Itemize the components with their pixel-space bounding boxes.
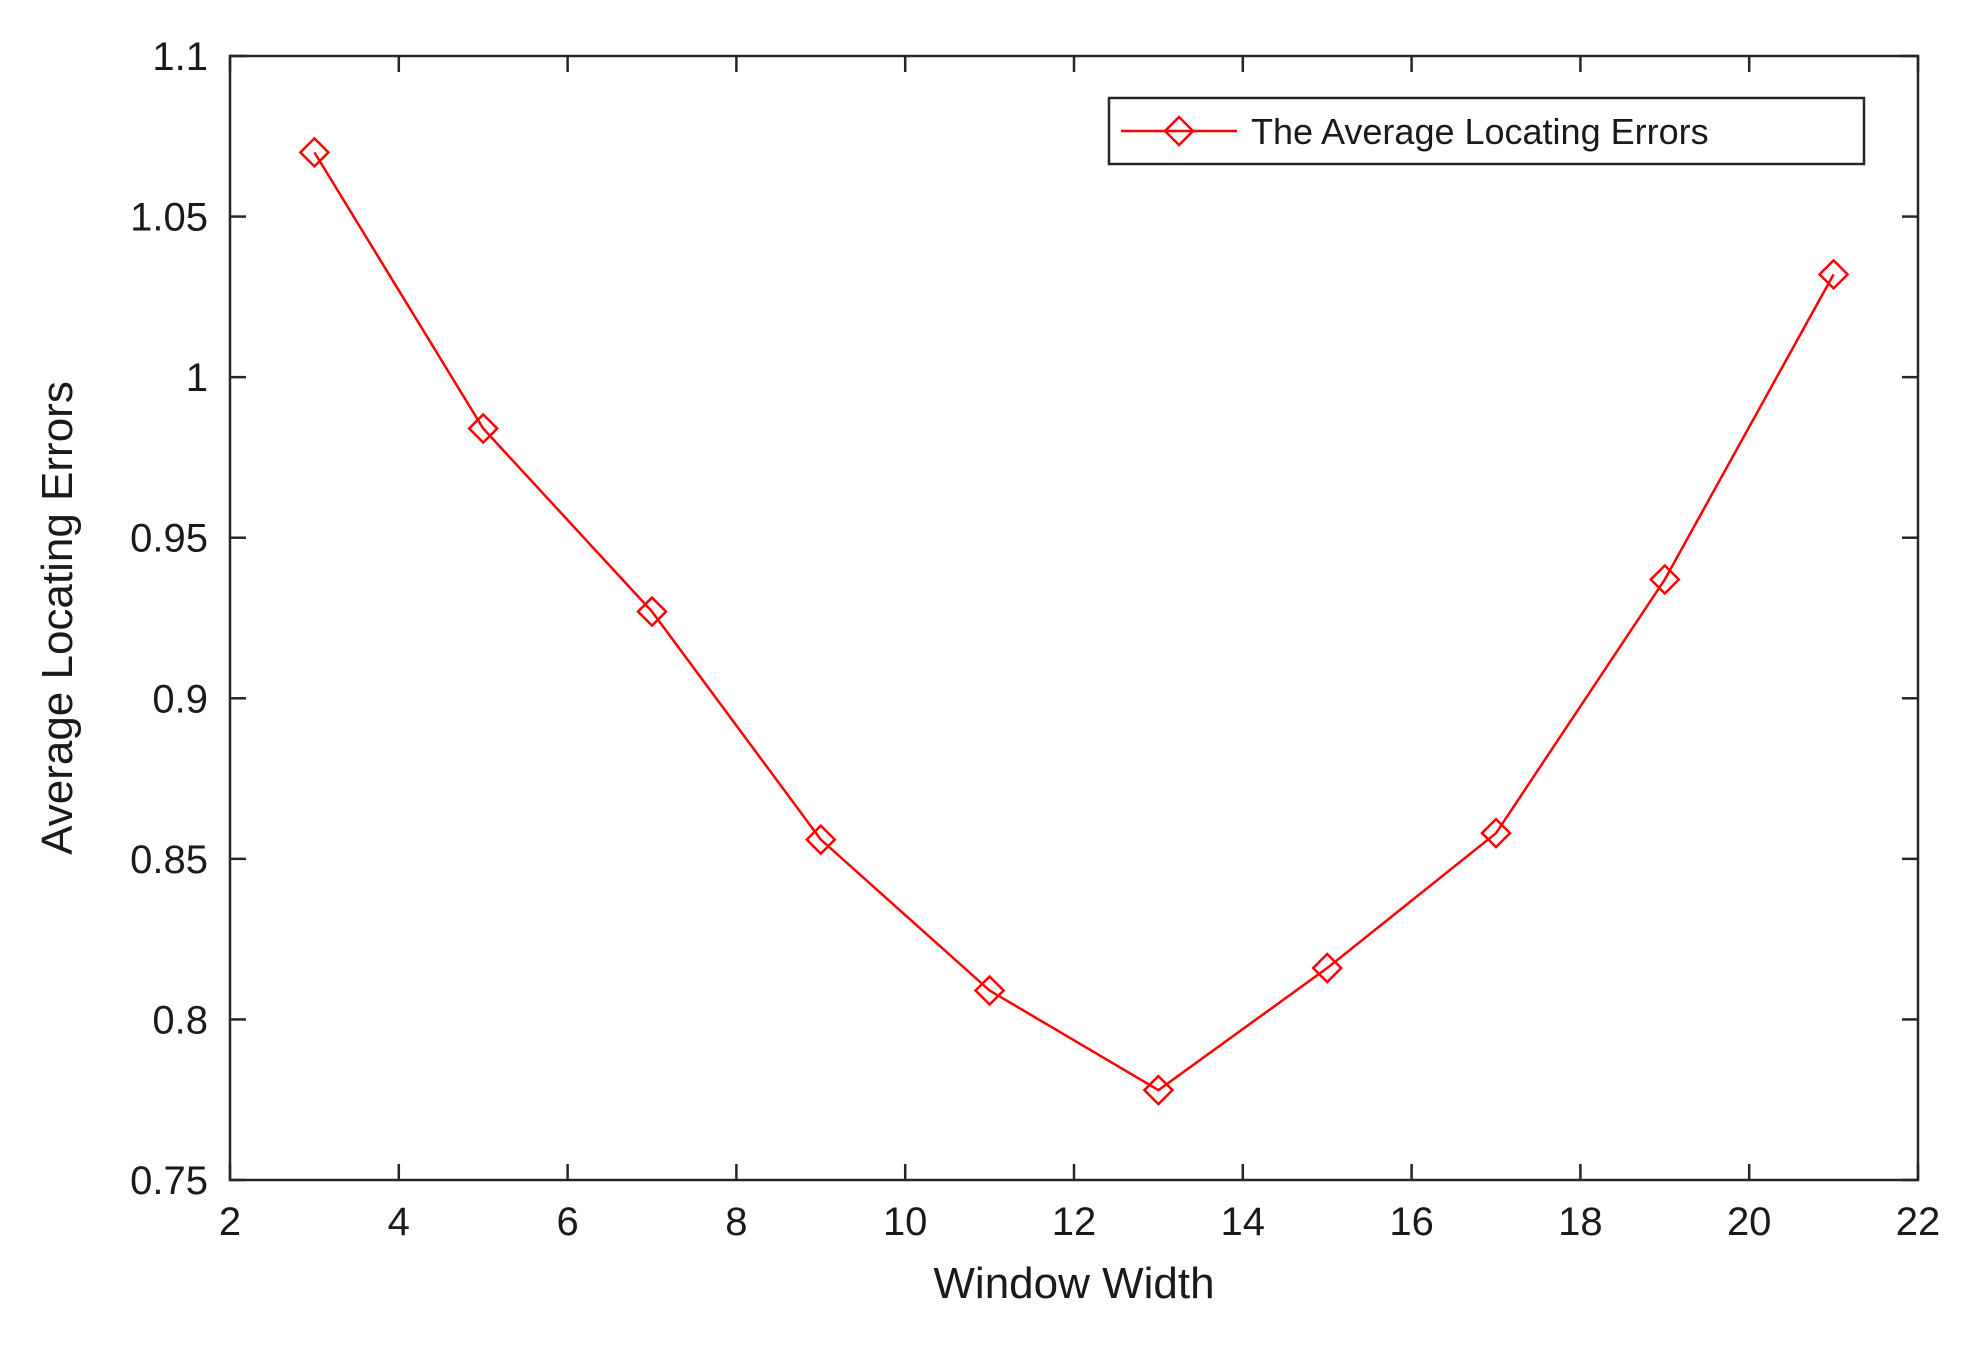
y-tick-label: 1.05	[130, 196, 208, 240]
y-tick-label: 1	[186, 356, 208, 400]
x-axis-ticks: 2 4 6 8 10 12 14 16 18 20 22	[219, 56, 1940, 1244]
series-layer	[298, 136, 1850, 1106]
x-tick-label: 6	[556, 1200, 578, 1244]
data-point-marker	[973, 974, 1006, 1007]
y-tick-label: 1.1	[152, 35, 208, 79]
x-axis-label: Window Width	[933, 1259, 1214, 1308]
data-point-marker	[467, 412, 499, 445]
y-tick-label: 0.85	[130, 838, 208, 882]
plot-area-frame	[228, 54, 1920, 1182]
data-point-marker	[1817, 258, 1850, 291]
y-axis-label: Average Locating Errors	[33, 381, 82, 855]
data-point-marker	[1142, 1074, 1175, 1106]
data-point-marker	[298, 136, 331, 169]
data-point-marker	[1480, 817, 1512, 849]
data-point-marker	[1649, 563, 1681, 596]
x-tick-label: 18	[1558, 1200, 1603, 1244]
x-tick-label: 22	[1896, 1200, 1941, 1244]
y-tick-label: 0.8	[152, 998, 208, 1042]
x-tick-label: 2	[219, 1200, 241, 1244]
x-tick-label: 20	[1727, 1200, 1772, 1244]
legend: The Average Locating Errors	[1107, 96, 1866, 166]
data-point-marker	[1311, 952, 1343, 984]
y-axis-ticks: 0.75 0.8 0.85 0.9 0.95 1 1.05 1.1	[130, 35, 1918, 1203]
data-point-marker	[805, 823, 837, 856]
x-tick-label: 12	[1052, 1200, 1097, 1244]
y-tick-label: 0.75	[130, 1159, 208, 1203]
x-tick-label: 16	[1389, 1200, 1434, 1244]
x-tick-label: 10	[883, 1200, 928, 1244]
data-point-marker	[636, 595, 668, 628]
legend-diamond-marker	[1163, 115, 1195, 147]
y-tick-label: 0.95	[130, 517, 208, 561]
x-tick-label: 14	[1221, 1200, 1266, 1244]
x-tick-label: 4	[388, 1200, 410, 1244]
x-tick-label: 8	[725, 1200, 747, 1244]
y-tick-label: 0.9	[152, 677, 208, 721]
series-line	[313, 151, 1835, 1092]
legend-entry-label: The Average Locating Errors	[1251, 111, 1709, 152]
